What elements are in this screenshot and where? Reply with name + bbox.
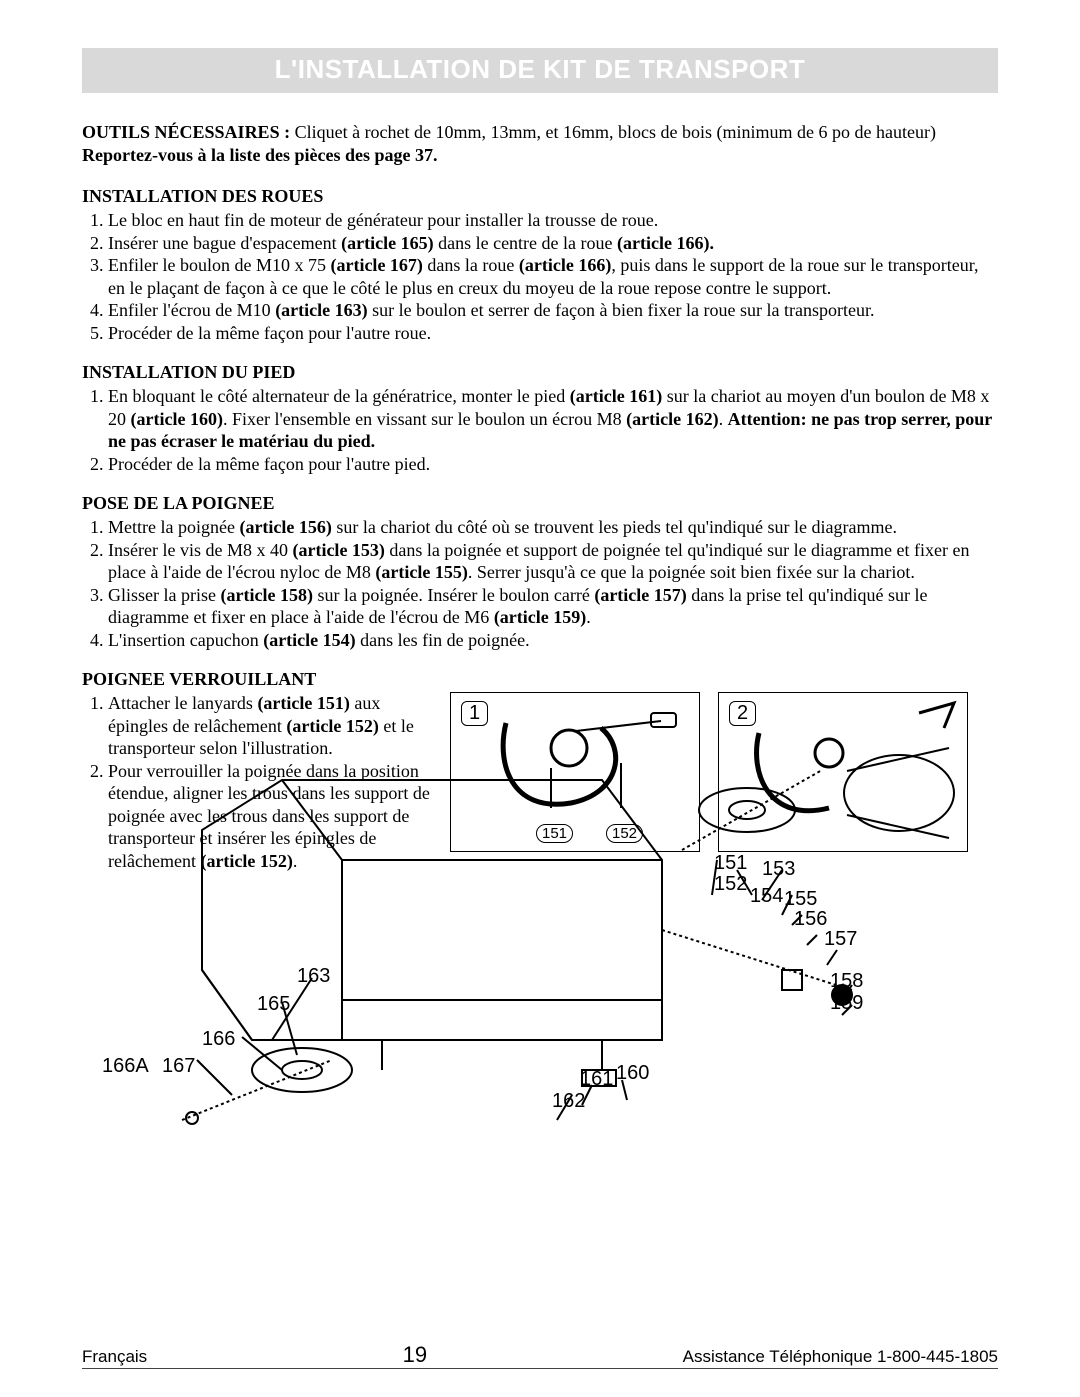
text: . xyxy=(719,409,728,429)
ref: (article 167) xyxy=(330,255,422,275)
exploded-diagram: 163 165 166 166A 167 151 152 153 154 155… xyxy=(82,740,882,1140)
figure-number: 2 xyxy=(729,701,756,726)
list-item: Mettre la poignée (article 156) sur la c… xyxy=(108,516,998,539)
generator-cart-icon xyxy=(82,740,882,1140)
label-163: 163 xyxy=(297,965,330,988)
section-title-handle: POSE DE LA POIGNEE xyxy=(82,493,998,514)
label-166: 166 xyxy=(202,1028,235,1051)
list-item: Insérer le vis de M8 x 40 (article 153) … xyxy=(108,539,998,584)
footer-assistance: Assistance Téléphonique 1-800-445-1805 xyxy=(683,1347,998,1367)
list-item: Enfiler l'écrou de M10 (article 163) sur… xyxy=(108,299,998,322)
text: Procéder de la même façon pour l'autre r… xyxy=(108,323,431,343)
tools-label: OUTILS NÉCESSAIRES : xyxy=(82,122,295,142)
label-156: 156 xyxy=(794,908,827,931)
text: sur le boulon et serrer de façon à bien … xyxy=(368,300,875,320)
wheels-list: Le bloc en haut fin de moteur de générat… xyxy=(82,209,998,344)
ref: (article 151) xyxy=(257,693,349,713)
footer-language: Français xyxy=(82,1347,147,1367)
label-158: 158 xyxy=(830,970,863,993)
text: Mettre la poignée xyxy=(108,517,239,537)
text: Insérer une bague d'espacement xyxy=(108,233,341,253)
text: . Serrer jusqu'à ce que la poignée soit … xyxy=(468,562,915,582)
list-item: En bloquant le côté alternateur de la gé… xyxy=(108,385,998,453)
label-162: 162 xyxy=(552,1090,585,1113)
label-160: 160 xyxy=(616,1062,649,1085)
page: L'INSTALLATION DE KIT DE TRANSPORT OUTIL… xyxy=(0,0,1080,1397)
ref: (article 154) xyxy=(263,630,355,650)
list-item: Enfiler le boulon de M10 x 75 (article 1… xyxy=(108,254,998,299)
list-item: Procéder de la même façon pour l'autre p… xyxy=(108,453,998,476)
ref: (article 162) xyxy=(626,409,718,429)
ref: (article 163) xyxy=(275,300,367,320)
handle-list: Mettre la poignée (article 156) sur la c… xyxy=(82,516,998,651)
text: . xyxy=(586,607,591,627)
ref: (article 158) xyxy=(220,585,312,605)
text: dans les fin de poignée. xyxy=(356,630,530,650)
text: sur la chariot du côté où se trouvent le… xyxy=(332,517,897,537)
section-title-foot: INSTALLATION DU PIED xyxy=(82,362,998,383)
text: Le bloc en haut fin de moteur de générat… xyxy=(108,210,658,230)
label-154: 154 xyxy=(750,885,783,908)
page-footer: Français 19 Assistance Téléphonique 1-80… xyxy=(82,1342,998,1369)
footer-page-number: 19 xyxy=(403,1342,427,1368)
list-item: Insérer une bague d'espacement (article … xyxy=(108,232,998,255)
ref: (article 157) xyxy=(594,585,686,605)
text: dans le centre de la roue xyxy=(434,233,617,253)
text: Enfiler l'écrou de M10 xyxy=(108,300,275,320)
text: En bloquant le côté alternateur de la gé… xyxy=(108,386,570,406)
label-167: 167 xyxy=(162,1055,195,1078)
intro-block: OUTILS NÉCESSAIRES : Cliquet à rochet de… xyxy=(82,121,998,166)
text: Insérer le vis de M8 x 40 xyxy=(108,540,292,560)
foot-list: En bloquant le côté alternateur de la gé… xyxy=(82,385,998,475)
list-item: Le bloc en haut fin de moteur de générat… xyxy=(108,209,998,232)
ref: (article 153) xyxy=(292,540,384,560)
ref: (article 166). xyxy=(617,233,714,253)
ref: (article 160) xyxy=(131,409,223,429)
text: dans la roue xyxy=(423,255,519,275)
label-166A: 166A xyxy=(102,1055,149,1078)
section-title-wheels: INSTALLATION DES ROUES xyxy=(82,186,998,207)
figure-number: 1 xyxy=(461,701,488,726)
text: L'insertion capuchon xyxy=(108,630,263,650)
ref: (article 161) xyxy=(570,386,662,406)
text: Glisser la prise xyxy=(108,585,220,605)
ref: (article 156) xyxy=(239,517,331,537)
section-title-lock: POIGNEE VERROUILLANT xyxy=(82,669,998,690)
page-title-banner: L'INSTALLATION DE KIT DE TRANSPORT xyxy=(82,48,998,93)
text: . Fixer l'ensemble en vissant sur le bou… xyxy=(223,409,626,429)
text: Attacher le lanyards xyxy=(108,693,257,713)
ref-text: Reportez-vous à la liste des pièces des … xyxy=(82,145,437,165)
text: sur la poignée. Insérer le boulon carré xyxy=(313,585,594,605)
tools-text: Cliquet à rochet de 10mm, 13mm, et 16mm,… xyxy=(295,122,936,142)
ref: (article 166) xyxy=(519,255,611,275)
ref: (article 152) xyxy=(286,716,378,736)
list-item: L'insertion capuchon (article 154) dans … xyxy=(108,629,998,652)
label-153: 153 xyxy=(762,858,795,881)
list-item: Procéder de la même façon pour l'autre r… xyxy=(108,322,998,345)
ref: (article 159) xyxy=(494,607,586,627)
label-161: 161 xyxy=(580,1068,613,1091)
label-165: 165 xyxy=(257,993,290,1016)
label-151: 151 xyxy=(714,852,747,875)
ref: (article 155) xyxy=(375,562,467,582)
ref: (article 165) xyxy=(341,233,433,253)
text: Enfiler le boulon de M10 x 75 xyxy=(108,255,330,275)
label-159: 159 xyxy=(830,992,863,1015)
label-157: 157 xyxy=(824,928,857,951)
text: Procéder de la même façon pour l'autre p… xyxy=(108,454,430,474)
label-152: 152 xyxy=(714,873,747,896)
list-item: Glisser la prise (article 158) sur la po… xyxy=(108,584,998,629)
